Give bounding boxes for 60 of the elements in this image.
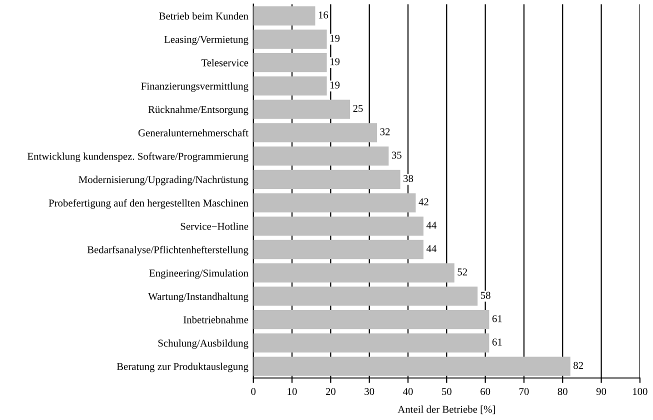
y-tick-label: Rücknahme/Entsorgung [148,106,248,116]
y-tick-label: Probefertigung auf den hergestellten Maschinen [48,199,248,209]
data-label: 16 [318,11,328,18]
data-label: 44 [426,222,436,229]
y-tick-label: Service−Hotline [180,222,248,230]
y-tick-label: Wartung/Instandhaltung [148,292,248,302]
data-label: 38 [404,174,414,182]
y-tick-label: Schulung/Ausbildung [158,339,248,349]
x-tick-label: 10 [288,388,297,396]
bar [253,76,327,96]
bar [253,333,490,353]
data-label: 32 [380,128,390,136]
bar [253,216,424,236]
data-label: 35 [392,152,402,159]
x-tick-label: 20 [326,388,336,396]
y-tick-label: Modernisierung/Upgrading/Nachrüstung [78,176,248,186]
bar [253,30,327,49]
x-axis-title: Anteil der Betriebe [%] [398,406,495,414]
y-tick-label: Betrieb beim Kunden [159,12,248,20]
y-tick-label: Leasing/Vermietung [164,36,248,46]
bar [253,53,327,72]
y-tick-label: Beratung zur Produktauslegung [116,362,248,372]
bar [253,263,454,282]
data-label: 82 [574,362,583,369]
bar [253,170,400,189]
bar [253,286,478,306]
x-tick-label: 60 [480,388,490,396]
data-label: 52 [458,268,468,276]
data-label: 58 [480,292,490,299]
data-label: 61 [492,315,502,322]
data-label: 19 [330,82,340,89]
x-tick-label: 70 [519,388,529,396]
x-tick-label: 80 [558,388,568,396]
data-label: 42 [418,198,428,206]
x-tick-label: 0 [251,388,256,396]
bar [253,310,490,330]
bar [253,240,424,260]
bar [253,100,350,119]
x-tick-label: 30 [364,388,374,396]
data-label: 19 [330,58,340,66]
bar [253,193,416,212]
y-tick-label: Teleservice [201,58,248,66]
y-tick-label: Inbetriebnahme [184,316,248,324]
bar [253,146,389,166]
x-tick-label: 100 [633,388,648,396]
y-tick-label: Finanzierungsvermittlung [141,82,248,92]
data-label: 61 [492,338,502,346]
bar [253,6,316,26]
x-tick-label: 50 [442,388,452,396]
x-tick-label: 40 [402,388,413,396]
data-label: 25 [353,104,363,112]
x-tick-label: 90 [596,388,606,396]
y-tick-label: Entwicklung kundenspez. Software/Programmierung [28,152,248,162]
y-tick-label: Bedarfsanalyse/Pflichtenhefterstellung [87,246,248,256]
y-tick-label: Engineering/Simulation [149,269,248,279]
bar [253,123,378,142]
bar [253,356,570,376]
data-label: 19 [330,34,340,42]
y-tick-label: Generalunternehmerschaft [138,128,248,136]
data-label: 44 [426,245,436,252]
